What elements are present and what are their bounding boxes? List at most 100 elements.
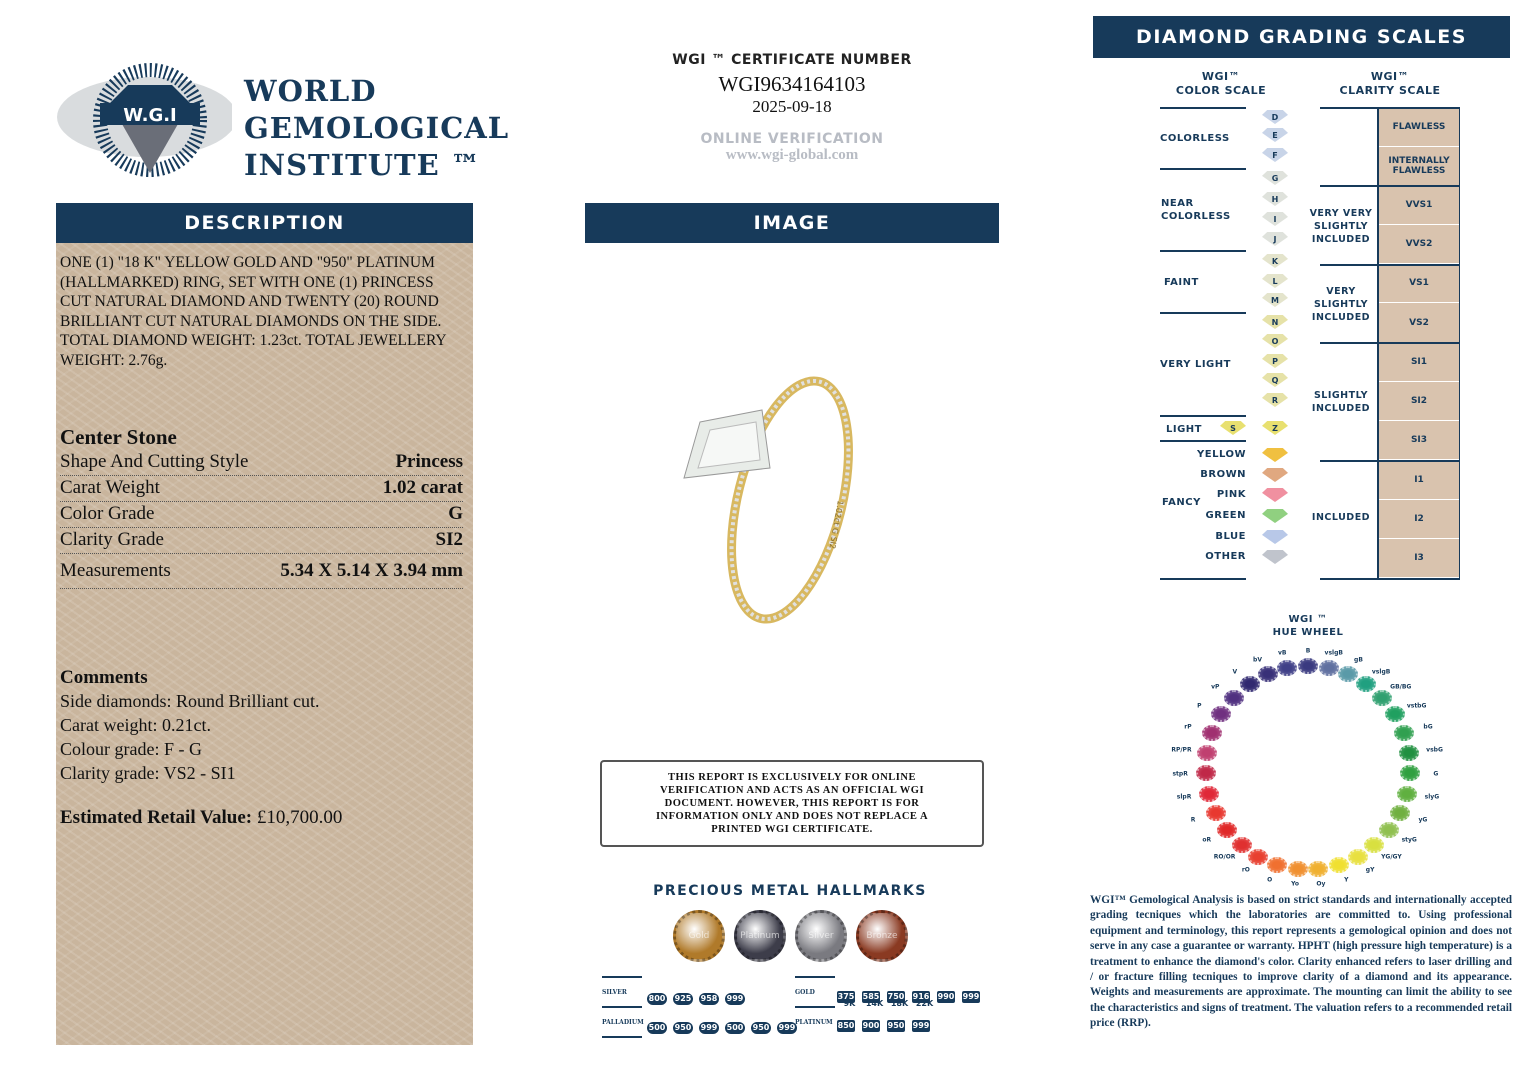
color-grade-N: N: [1262, 315, 1288, 329]
color-grade-Z: Z: [1262, 421, 1288, 435]
hue-stone: [1347, 849, 1368, 866]
hue-label: vstbG: [1406, 702, 1427, 710]
hue-stone: [1224, 689, 1245, 706]
coin-gold: Gold: [673, 910, 725, 962]
retail-label: Estimated Retail Value:: [60, 807, 253, 828]
clarity-grade: SI2: [1379, 382, 1459, 421]
hue-label: vB: [1277, 649, 1287, 657]
fancy-diamond-icon: [1262, 550, 1288, 564]
color-grade-Q: Q: [1262, 373, 1288, 387]
hue-label: vslgB: [1324, 649, 1343, 657]
clarity-group-label: VERY SLIGHTLY INCLUDED: [1311, 286, 1371, 323]
karat-label: 9K: [843, 999, 856, 1008]
logo-emblem-icon: W.G.I: [57, 63, 232, 177]
coin-silver: Silver: [795, 910, 847, 962]
center-stone-table: Shape And Cutting Style Princess Carat Wei…: [60, 450, 463, 589]
disclaimer-box: THIS REPORT IS EXCLUSIVELY FOR ONLINE VE…: [600, 760, 984, 847]
hue-stone: [1384, 706, 1405, 723]
color-grade-G: G: [1262, 171, 1288, 185]
hue-label: O: [1267, 876, 1273, 884]
verification-url[interactable]: www.wgi-global.com: [725, 147, 859, 163]
divider: [1160, 107, 1246, 109]
fancy-label: BLUE: [1215, 531, 1246, 542]
divider: [1320, 460, 1460, 462]
hue-stone: [1328, 857, 1349, 874]
comment-4: Clarity grade: VS2 - SI1: [60, 763, 236, 783]
hue-title-2: HUE WHEEL: [1272, 627, 1344, 638]
color-group-label: NEAR COLORLESS: [1161, 198, 1231, 222]
divider: [1320, 264, 1460, 266]
hue-label: Yo: [1291, 880, 1300, 888]
hue-stone: [1398, 744, 1419, 761]
hue-label: RO/OR: [1213, 853, 1236, 861]
hue-stone: [1248, 849, 1269, 866]
color-grade-R: R: [1262, 393, 1288, 407]
divider: [1160, 168, 1246, 170]
divider: [1160, 440, 1246, 442]
center-stone-title: Center Stone: [60, 425, 177, 449]
hue-stone: [1298, 658, 1318, 674]
spec-value: 1.02 carat: [382, 477, 463, 498]
hue-stone: [1399, 765, 1420, 782]
palladium-hallmark: 500: [725, 1021, 745, 1034]
coin-bronze: Bronze: [856, 910, 908, 962]
wgi-logo: W.G.I WORLD GEMOLOGICAL INSTITUTE ™: [52, 55, 508, 185]
online-verification: ONLINE VERIFICATION: [700, 131, 884, 147]
hue-stone: [1371, 689, 1392, 706]
karat-label: 14K: [865, 999, 884, 1008]
clarity-grade-label: SI2: [1410, 396, 1428, 406]
hue-label: bG: [1423, 723, 1433, 731]
color-grade-E: E: [1262, 128, 1288, 142]
fancy-diamond-icon: [1262, 530, 1288, 544]
hue-label: bV: [1253, 656, 1262, 664]
platinum-hallmark: 850: [837, 1019, 855, 1032]
color-group-label: FANCY: [1162, 497, 1201, 508]
clarity-grade: INTERNALLY FLAWLESS: [1379, 147, 1459, 186]
gold-hallmark: 585: [862, 990, 880, 1003]
fancy-label: OTHER: [1205, 551, 1246, 562]
hue-stone: [1199, 785, 1220, 802]
comment-2: Carat weight: 0.21ct.: [60, 715, 211, 735]
hue-label: rO: [1241, 866, 1250, 874]
clarity-grade: VVS2: [1379, 225, 1459, 264]
palladium-hallmark: 950: [673, 1021, 693, 1034]
divider: [1160, 312, 1246, 314]
logo-line2: GEMOLOGICAL: [244, 111, 510, 145]
hue-label: Y: [1344, 876, 1349, 884]
hue-stone: [1202, 724, 1223, 741]
clarity-grade-label: INTERNALLY FLAWLESS: [1388, 156, 1450, 176]
color-grade-H: H: [1262, 192, 1288, 206]
clarity-grade-label: I1: [1414, 474, 1424, 485]
divider: [1320, 578, 1460, 580]
spec-row: Measurements 5.34 X 5.14 X 3.94 mm: [60, 554, 463, 589]
disclaimer-text: THIS REPORT IS EXCLUSIVELY FOR ONLINE VE…: [655, 772, 929, 835]
hue-stone: [1206, 804, 1227, 821]
hue-stone: [1231, 837, 1252, 854]
palladium-hallmark: 999: [699, 1021, 719, 1034]
metal-coins: Gold Platinum Silver Bronze: [673, 910, 908, 962]
gold-hallmark: 750: [887, 990, 905, 1003]
hue-stone: [1396, 785, 1417, 802]
hue-label: yG: [1418, 816, 1428, 824]
hue-label: stpR: [1172, 770, 1188, 778]
silver-hallmark: 925: [673, 992, 693, 1005]
ring-engraving: 1.02ct G SI2: [827, 500, 844, 550]
color-group-label: COLORLESS: [1160, 133, 1230, 144]
description-header: DESCRIPTION: [56, 203, 473, 243]
clarity-grade: FLAWLESS: [1379, 108, 1459, 147]
color-grade-J: J: [1262, 232, 1288, 246]
karat-label: 18K: [890, 999, 909, 1008]
divider: [1320, 107, 1460, 109]
palladium-label: PALLADIUM: [602, 1019, 644, 1026]
spec-value: 5.34 X 5.14 X 3.94 mm: [280, 560, 463, 581]
hue-stone: [1308, 861, 1329, 878]
image-header: IMAGE: [585, 203, 999, 243]
platinum-hallmark: 950: [887, 1019, 905, 1032]
color-grade-F: F: [1262, 148, 1288, 162]
clarity-title-2: CLARITY SCALE: [1339, 84, 1441, 97]
clarity-grade-label: VS1: [1409, 278, 1429, 288]
hue-label: vsbG: [1426, 746, 1443, 754]
color-grade-S: S: [1220, 421, 1246, 435]
hue-title-1: WGI ™: [1288, 614, 1328, 625]
hue-label: slyG: [1424, 793, 1440, 801]
